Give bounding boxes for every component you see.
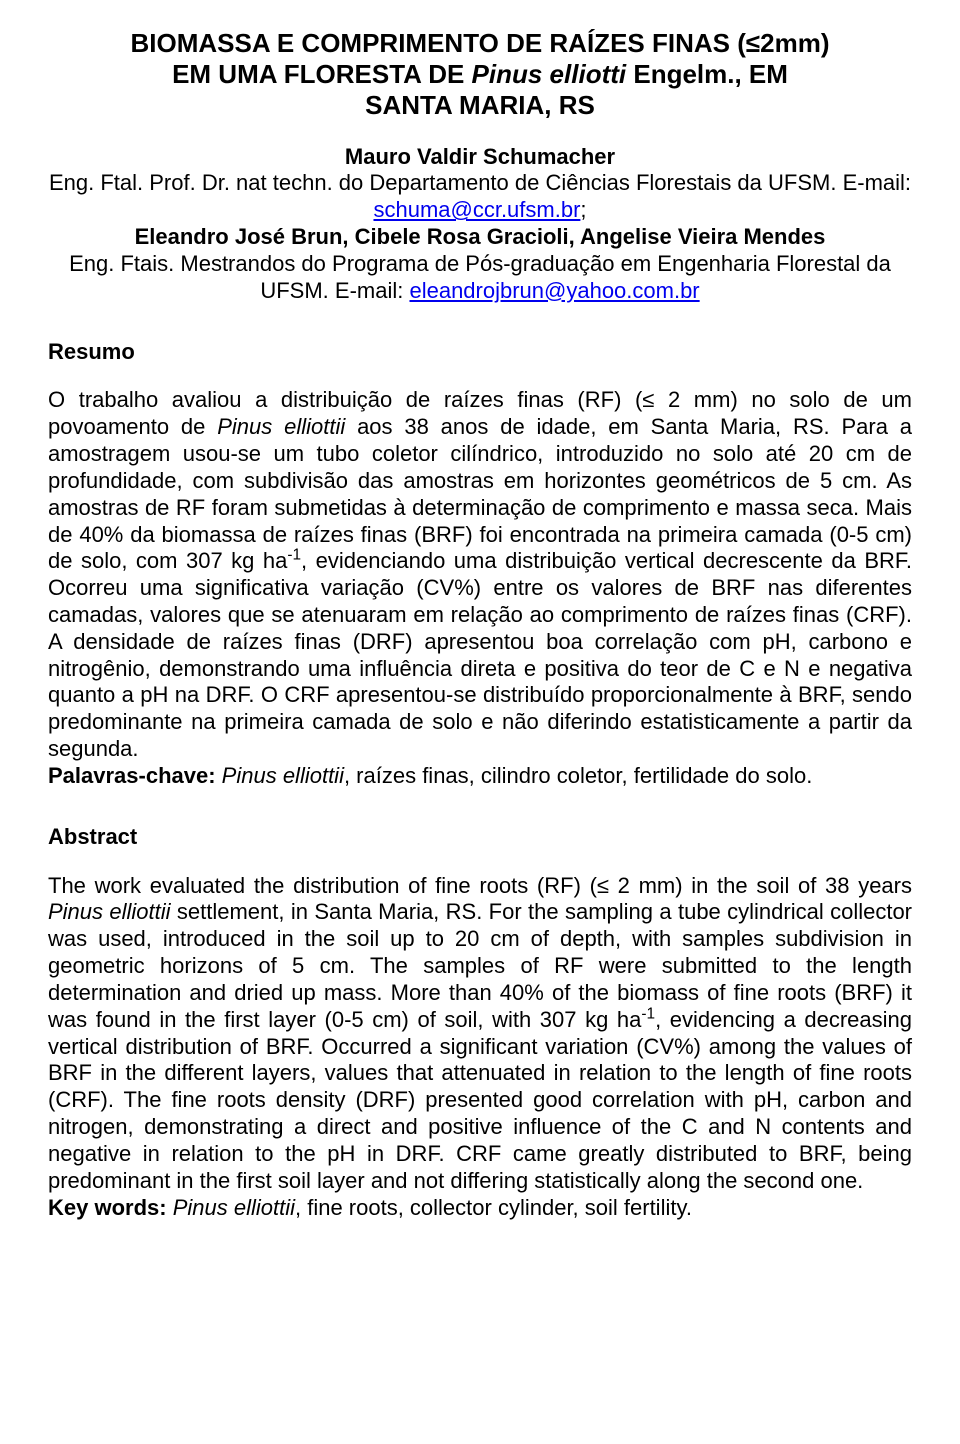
resumo-t3: , evidenciando uma distribuição vertical… [48,548,912,761]
author-email-2[interactable]: eleandrojbrun@yahoo.com.br [409,278,699,303]
title-species: Pinus elliotti [472,59,627,89]
author-name-2: Eleandro José Brun, Cibele Rosa Gracioli… [135,224,826,249]
author-email-1[interactable]: schuma@ccr.ufsm.br [373,197,580,222]
title-line3: SANTA MARIA, RS [365,90,595,120]
abstract-paragraph: The work evaluated the distribution of f… [48,873,912,1222]
author-aff-1-post: ; [580,197,586,222]
resumo-paragraph: O trabalho avaliou a distribuição de raí… [48,387,912,789]
abstract-keywords-label: Key words: [48,1195,173,1220]
resumo-keywords-label: Palavras-chave: [48,763,222,788]
title-line1-pre: BIOMASSA E COMPRIMENTO DE RAÍZES FINAS ( [130,28,745,58]
title-line2-post: Engelm., EM [626,59,788,89]
author-name-1: Mauro Valdir Schumacher [345,144,615,169]
abstract-t3: , evidencing a decreasing vertical distr… [48,1007,912,1193]
title-leq-symbol: ≤ [746,28,760,58]
resumo-sup-1: -1 [287,547,301,564]
abstract-species-1: Pinus elliottii [48,899,171,924]
abstract-sup-1: -1 [641,1005,655,1022]
abstract-t1: The work evaluated the distribution of f… [48,873,912,898]
title-line2-pre: EM UMA FLORESTA DE [172,59,471,89]
abstract-heading: Abstract [48,824,912,851]
author-aff-1-pre: Eng. Ftal. Prof. Dr. nat techn. do Depar… [49,170,911,195]
resumo-heading: Resumo [48,339,912,366]
resumo-keywords-species: Pinus elliottii [222,763,344,788]
paper-title: BIOMASSA E COMPRIMENTO DE RAÍZES FINAS (… [48,28,912,122]
resumo-species-1: Pinus elliottii [217,414,345,439]
abstract-keywords-rest: , fine roots, collector cylinder, soil f… [295,1195,692,1220]
author-block: Mauro Valdir Schumacher Eng. Ftal. Prof.… [48,144,912,305]
resumo-keywords-rest: , raízes finas, cilindro coletor, fertil… [344,763,812,788]
title-line1-post: 2mm) [760,28,829,58]
abstract-keywords-species: Pinus elliottii [173,1195,295,1220]
